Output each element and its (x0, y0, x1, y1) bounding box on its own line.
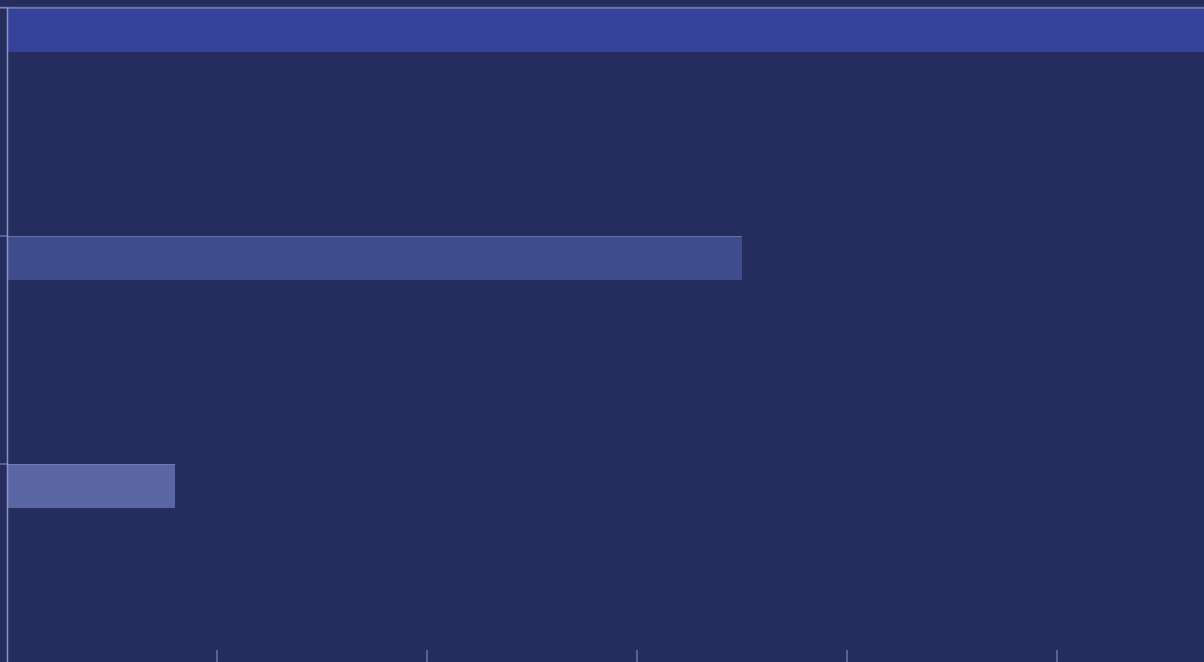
bar (7, 464, 175, 508)
bar (7, 236, 742, 280)
bar (7, 8, 1204, 52)
